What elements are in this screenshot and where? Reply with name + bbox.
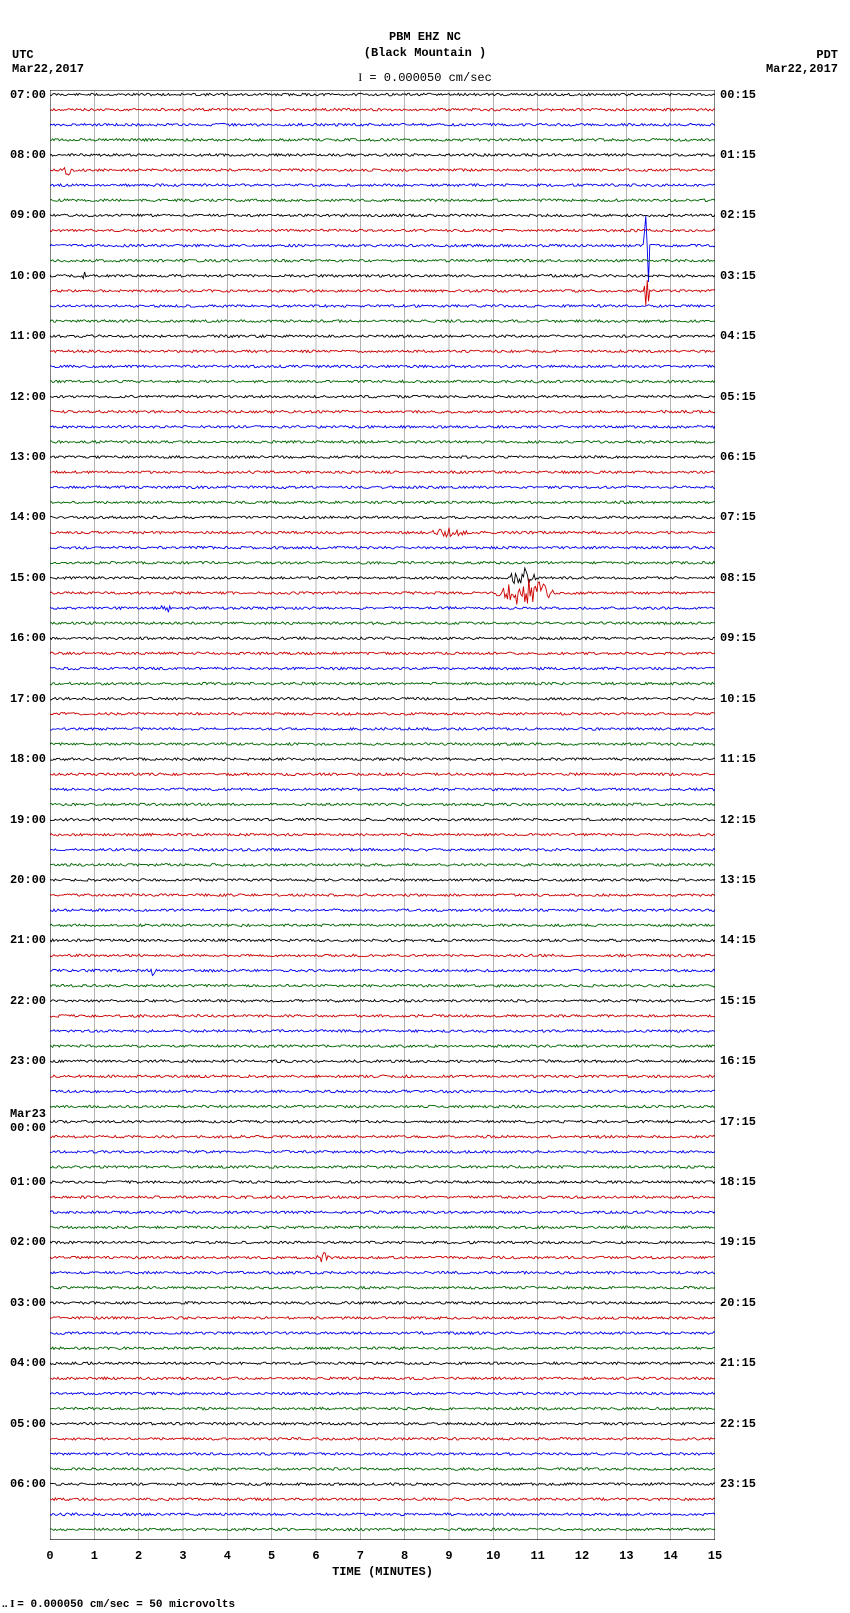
- x-tick: 4: [224, 1549, 231, 1563]
- x-tick: 12: [575, 1549, 589, 1563]
- utc-hour-label: Mar2300:00: [10, 1107, 46, 1135]
- x-axis-title: TIME (MINUTES): [332, 1565, 433, 1579]
- pdt-hour-label: 07:15: [720, 510, 756, 524]
- utc-hour-label: 03:00: [10, 1296, 46, 1310]
- utc-hour-label: 06:00: [10, 1477, 46, 1491]
- pdt-hour-label: 10:15: [720, 692, 756, 706]
- x-axis: TIME (MINUTES) 0123456789101112131415: [50, 1545, 715, 1585]
- x-tick: 6: [312, 1549, 319, 1563]
- utc-hour-label: 16:00: [10, 631, 46, 645]
- x-tick: 7: [357, 1549, 364, 1563]
- x-tick: 8: [401, 1549, 408, 1563]
- utc-hour-label: 14:00: [10, 510, 46, 524]
- left-hour-labels: 07:00 08:00 09:00 10:00 11:00 12:00 13:00 14:00…: [0, 90, 48, 1540]
- station-name: (Black Mountain ): [0, 46, 850, 60]
- x-tick: 5: [268, 1549, 275, 1563]
- scale-marker: I = 0.000050 cm/sec: [0, 70, 850, 85]
- x-tick: 13: [619, 1549, 633, 1563]
- x-tick: 14: [663, 1549, 677, 1563]
- footer-scale: .. I = 0.000050 cm/sec = 50 microvolts: [2, 1598, 235, 1611]
- x-tick: 15: [708, 1549, 722, 1563]
- x-tick: 2: [135, 1549, 142, 1563]
- pdt-hour-label: 00:15: [720, 88, 756, 102]
- pdt-hour-label: 09:15: [720, 631, 756, 645]
- pdt-hour-label: 06:15: [720, 450, 756, 464]
- seismogram-svg: [50, 90, 715, 1540]
- pdt-hour-label: 23:15: [720, 1477, 756, 1491]
- pdt-hour-label: 22:15: [720, 1417, 756, 1431]
- utc-hour-label: 08:00: [10, 148, 46, 162]
- tz-right-date: Mar22,2017: [766, 62, 838, 76]
- header: PBM EHZ NC (Black Mountain ) I = 0.00005…: [0, 30, 850, 85]
- pdt-hour-label: 20:15: [720, 1296, 756, 1310]
- tz-right-code: PDT: [766, 48, 838, 62]
- plot-area: [50, 90, 715, 1540]
- utc-hour-label: 11:00: [10, 329, 46, 343]
- x-tick: 0: [46, 1549, 53, 1563]
- utc-hour-label: 07:00: [10, 88, 46, 102]
- utc-hour-label: 12:00: [10, 390, 46, 404]
- utc-hour-label: 20:00: [10, 873, 46, 887]
- x-tick: 1: [91, 1549, 98, 1563]
- x-tick: 10: [486, 1549, 500, 1563]
- utc-hour-label: 02:00: [10, 1235, 46, 1249]
- pdt-hour-label: 18:15: [720, 1175, 756, 1189]
- utc-hour-label: 18:00: [10, 752, 46, 766]
- timezone-right: PDT Mar22,2017: [766, 48, 838, 76]
- right-hour-labels: 00:15 01:15 02:15 03:15 04:15 05:15 06:15 07:15…: [718, 90, 818, 1540]
- pdt-hour-label: 03:15: [720, 269, 756, 283]
- pdt-hour-label: 08:15: [720, 571, 756, 585]
- pdt-hour-label: 21:15: [720, 1356, 756, 1370]
- pdt-hour-label: 12:15: [720, 813, 756, 827]
- utc-hour-label: 21:00: [10, 933, 46, 947]
- utc-hour-label: 19:00: [10, 813, 46, 827]
- utc-hour-label: 22:00: [10, 994, 46, 1008]
- pdt-hour-label: 02:15: [720, 208, 756, 222]
- x-tick: 3: [179, 1549, 186, 1563]
- utc-hour-label: 04:00: [10, 1356, 46, 1370]
- pdt-hour-label: 17:15: [720, 1115, 756, 1129]
- pdt-hour-label: 11:15: [720, 752, 756, 766]
- tz-left-date: Mar22,2017: [12, 62, 84, 76]
- pdt-hour-label: 13:15: [720, 873, 756, 887]
- utc-hour-label: 17:00: [10, 692, 46, 706]
- utc-hour-label: 05:00: [10, 1417, 46, 1431]
- pdt-hour-label: 05:15: [720, 390, 756, 404]
- pdt-hour-label: 16:15: [720, 1054, 756, 1068]
- utc-hour-label: 15:00: [10, 571, 46, 585]
- pdt-hour-label: 04:15: [720, 329, 756, 343]
- pdt-hour-label: 15:15: [720, 994, 756, 1008]
- station-code: PBM EHZ NC: [0, 30, 850, 44]
- timezone-left: UTC Mar22,2017: [12, 48, 84, 76]
- x-tick: 9: [445, 1549, 452, 1563]
- utc-hour-label: 01:00: [10, 1175, 46, 1189]
- seismogram-container: PBM EHZ NC (Black Mountain ) I = 0.00005…: [0, 0, 850, 1613]
- x-tick: 11: [530, 1549, 544, 1563]
- utc-hour-label: 10:00: [10, 269, 46, 283]
- utc-hour-label: 13:00: [10, 450, 46, 464]
- pdt-hour-label: 14:15: [720, 933, 756, 947]
- utc-hour-label: 23:00: [10, 1054, 46, 1068]
- utc-hour-label: 09:00: [10, 208, 46, 222]
- tz-left-code: UTC: [12, 48, 84, 62]
- pdt-hour-label: 19:15: [720, 1235, 756, 1249]
- pdt-hour-label: 01:15: [720, 148, 756, 162]
